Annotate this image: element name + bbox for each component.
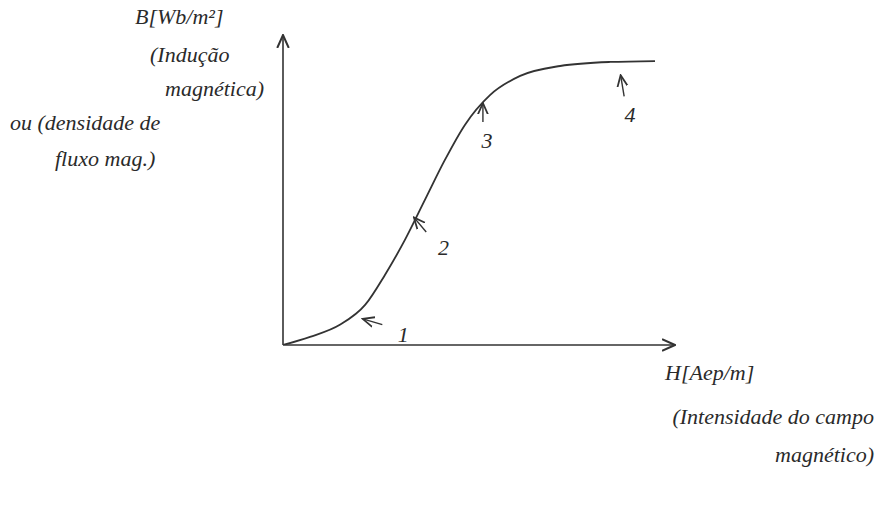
x-axis-title: H[Aep/m] [664,360,754,385]
x-axis [283,345,675,346]
annotation: 1 [398,322,409,347]
annotation: 3 [480,128,492,153]
axis-line [283,344,675,346]
annotation-arrow [482,103,483,122]
annotation: 4 [625,102,636,127]
x-axis-note: (Intensidade do campo [672,404,874,429]
y-axis-note: (Indução [150,42,229,67]
plot-area [283,61,655,345]
annotation-arrow [621,75,625,96]
annotation-arrow [414,217,426,232]
y-axis-note: magnética) [165,76,264,101]
y-axis-title: B[Wb/m²] [135,4,223,29]
y-axis-note: fluxo mag.) [55,146,155,171]
y-axis-note: ou (densidade de [10,110,161,135]
annotation-arrow [363,319,383,325]
axis-line [282,35,284,345]
chart: B[Wb/m²] (Indução magnética)ou (densidade … [0,0,888,527]
y-axis [283,35,284,345]
annotation: 2 [438,235,449,260]
x-axis-note: magnético) [775,442,874,467]
bh-curve [283,61,655,345]
